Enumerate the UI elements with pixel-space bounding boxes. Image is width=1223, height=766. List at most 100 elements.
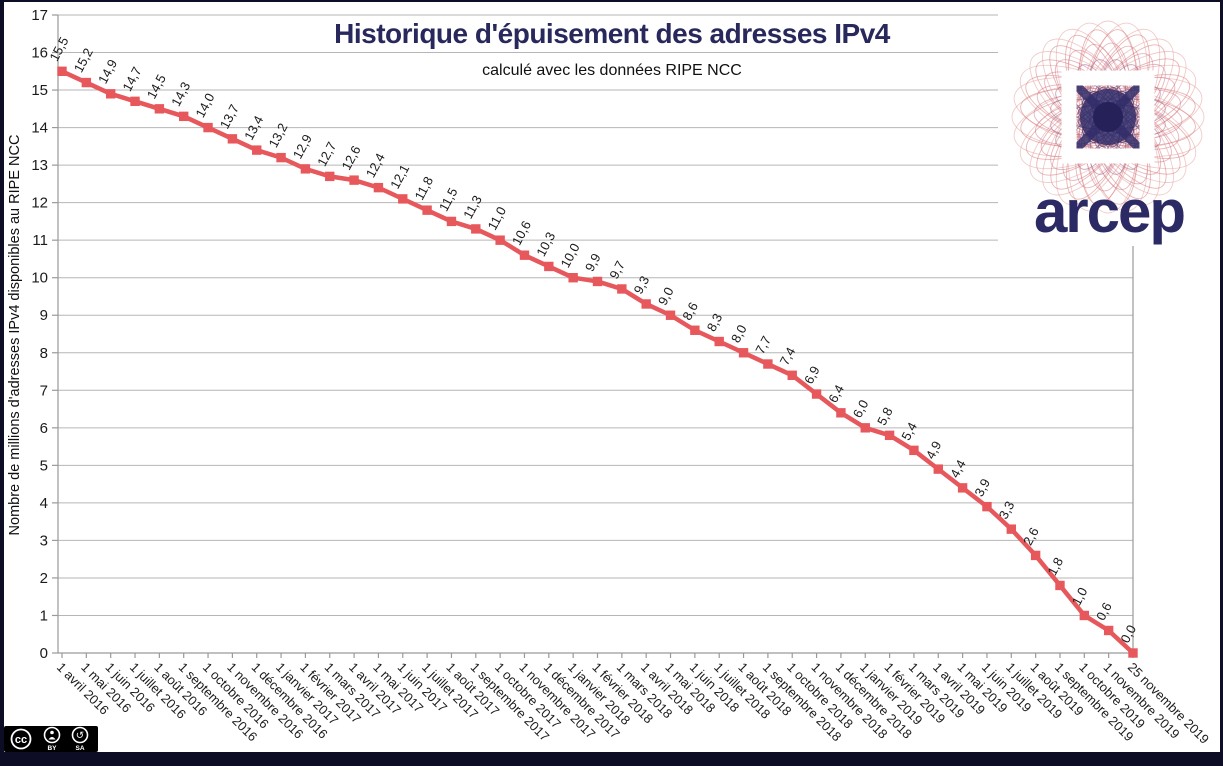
data-point-label: 1,8 [1044, 555, 1066, 578]
data-point-label: 7,7 [752, 333, 774, 356]
spirograph-ellipse [1055, 28, 1161, 206]
data-point-marker [495, 235, 505, 245]
data-point-marker [373, 182, 384, 193]
y-tick-label: 3 [40, 532, 48, 549]
data-point-marker [446, 216, 457, 227]
y-tick-label: 11 [32, 232, 48, 249]
y-tick-label: 10 [31, 270, 48, 287]
data-point-marker [154, 104, 165, 114]
data-point-label: 12,6 [338, 143, 363, 172]
data-point-marker [105, 89, 116, 99]
cc-license-badge: cc BY ↺ SA [4, 726, 98, 752]
data-point-label: 14,3 [168, 79, 193, 108]
data-point-label: 4,4 [947, 457, 969, 480]
y-tick-label: 7 [40, 382, 48, 399]
y-tick-label: 4 [40, 495, 48, 512]
data-point-label: 0,0 [1117, 622, 1139, 645]
data-point-label: 5,4 [898, 420, 920, 443]
data-point-label: 9,3 [631, 273, 653, 296]
data-point-label: 8,3 [704, 311, 726, 334]
y-tick-label: 5 [40, 457, 48, 474]
data-point-marker [933, 464, 943, 474]
data-point-label: 2,6 [1020, 525, 1042, 548]
data-point-marker [227, 134, 238, 144]
data-point-label: 13,2 [265, 121, 290, 150]
data-point-label: 11,8 [412, 174, 437, 203]
spirograph-ellipse [1055, 28, 1161, 206]
gridlines [58, 14, 1133, 654]
data-point-marker [568, 273, 578, 283]
cc-icon [10, 728, 32, 750]
cc-by-label: BY [47, 745, 57, 752]
data-point-label: 13,7 [217, 102, 242, 131]
data-point-label: 5,8 [874, 405, 896, 428]
arcep-spirograph-icon [1011, 20, 1205, 214]
arcep-logo: arcep [998, 4, 1220, 246]
data-point-marker [714, 336, 724, 347]
data-point-marker [300, 164, 311, 174]
cc-sa-label: SA [75, 745, 84, 752]
y-tick-label: 0 [40, 645, 48, 662]
data-point-label: 11,0 [485, 204, 510, 233]
data-point-marker [179, 111, 189, 122]
chart-subtitle: calculé avec les données RIPE NCC [472, 62, 752, 80]
data-point-marker [398, 194, 408, 204]
spirograph-core [1093, 102, 1123, 132]
data-point-marker [422, 205, 432, 215]
data-point-label: 6,9 [801, 363, 823, 386]
data-point-label: 12,7 [314, 139, 339, 168]
data-point-label: 6,0 [850, 397, 872, 420]
data-point-marker [787, 370, 797, 380]
data-point-marker [982, 501, 992, 512]
spirograph-ellipse [1019, 64, 1197, 170]
data-point-label: 15,5 [46, 34, 71, 63]
data-point-label: 7,4 [777, 345, 799, 368]
logo-white-square-frame [1061, 70, 1155, 164]
data-point-label: 9,9 [582, 251, 604, 274]
data-point-marker [349, 175, 359, 185]
data-point-marker [665, 310, 676, 320]
y-tick-label: 12 [31, 195, 48, 212]
data-point-label: 9,0 [655, 285, 677, 308]
data-point-marker [57, 66, 67, 76]
data-point-marker [276, 152, 286, 163]
data-point-label: 1,0 [1069, 585, 1091, 608]
data-point-label: 8,6 [679, 300, 701, 323]
cc-sa-arrow-icon [71, 726, 89, 744]
data-point-label: 3,9 [971, 476, 993, 499]
data-point-marker [690, 325, 700, 335]
y-tick-label: 14 [31, 120, 48, 137]
cc-icon-label: cc [15, 734, 27, 746]
y-tick-label: 15 [31, 82, 48, 99]
data-point-marker [1006, 524, 1016, 534]
data-point-label: 15,2 [71, 46, 96, 75]
data-point-label: 10,3 [533, 229, 558, 258]
data-point-marker [592, 276, 603, 287]
chart-title: Historique d'épuisement des adresses IPv… [316, 18, 908, 50]
data-point-marker [1055, 580, 1065, 591]
data-point-marker [130, 96, 140, 107]
y-tick-label: 13 [31, 157, 48, 174]
data-point-marker [909, 445, 919, 456]
data-point-marker [471, 224, 481, 234]
y-tick-label: 9 [40, 307, 48, 324]
y-tick-label: 6 [40, 420, 48, 437]
data-point-label: 14,0 [192, 91, 217, 120]
data-point-marker [252, 145, 262, 155]
ipv4-series-line [59, 69, 1136, 656]
data-point-marker [1030, 550, 1041, 561]
data-point-label: 14,9 [95, 57, 120, 86]
data-point-label: 11,3 [460, 193, 485, 222]
data-point-label: 3,3 [996, 499, 1018, 522]
data-point-marker [1128, 648, 1138, 658]
y-tick-label: 17 [31, 7, 48, 24]
data-point-marker [519, 250, 530, 260]
y-tick-label: 16 [31, 45, 48, 62]
axes [57, 15, 1134, 654]
y-axis-title: Nombre de millions d'adresses IPv4 dispo… [7, 134, 23, 536]
data-point-label: 12,1 [387, 162, 412, 191]
data-point-marker [738, 348, 749, 358]
